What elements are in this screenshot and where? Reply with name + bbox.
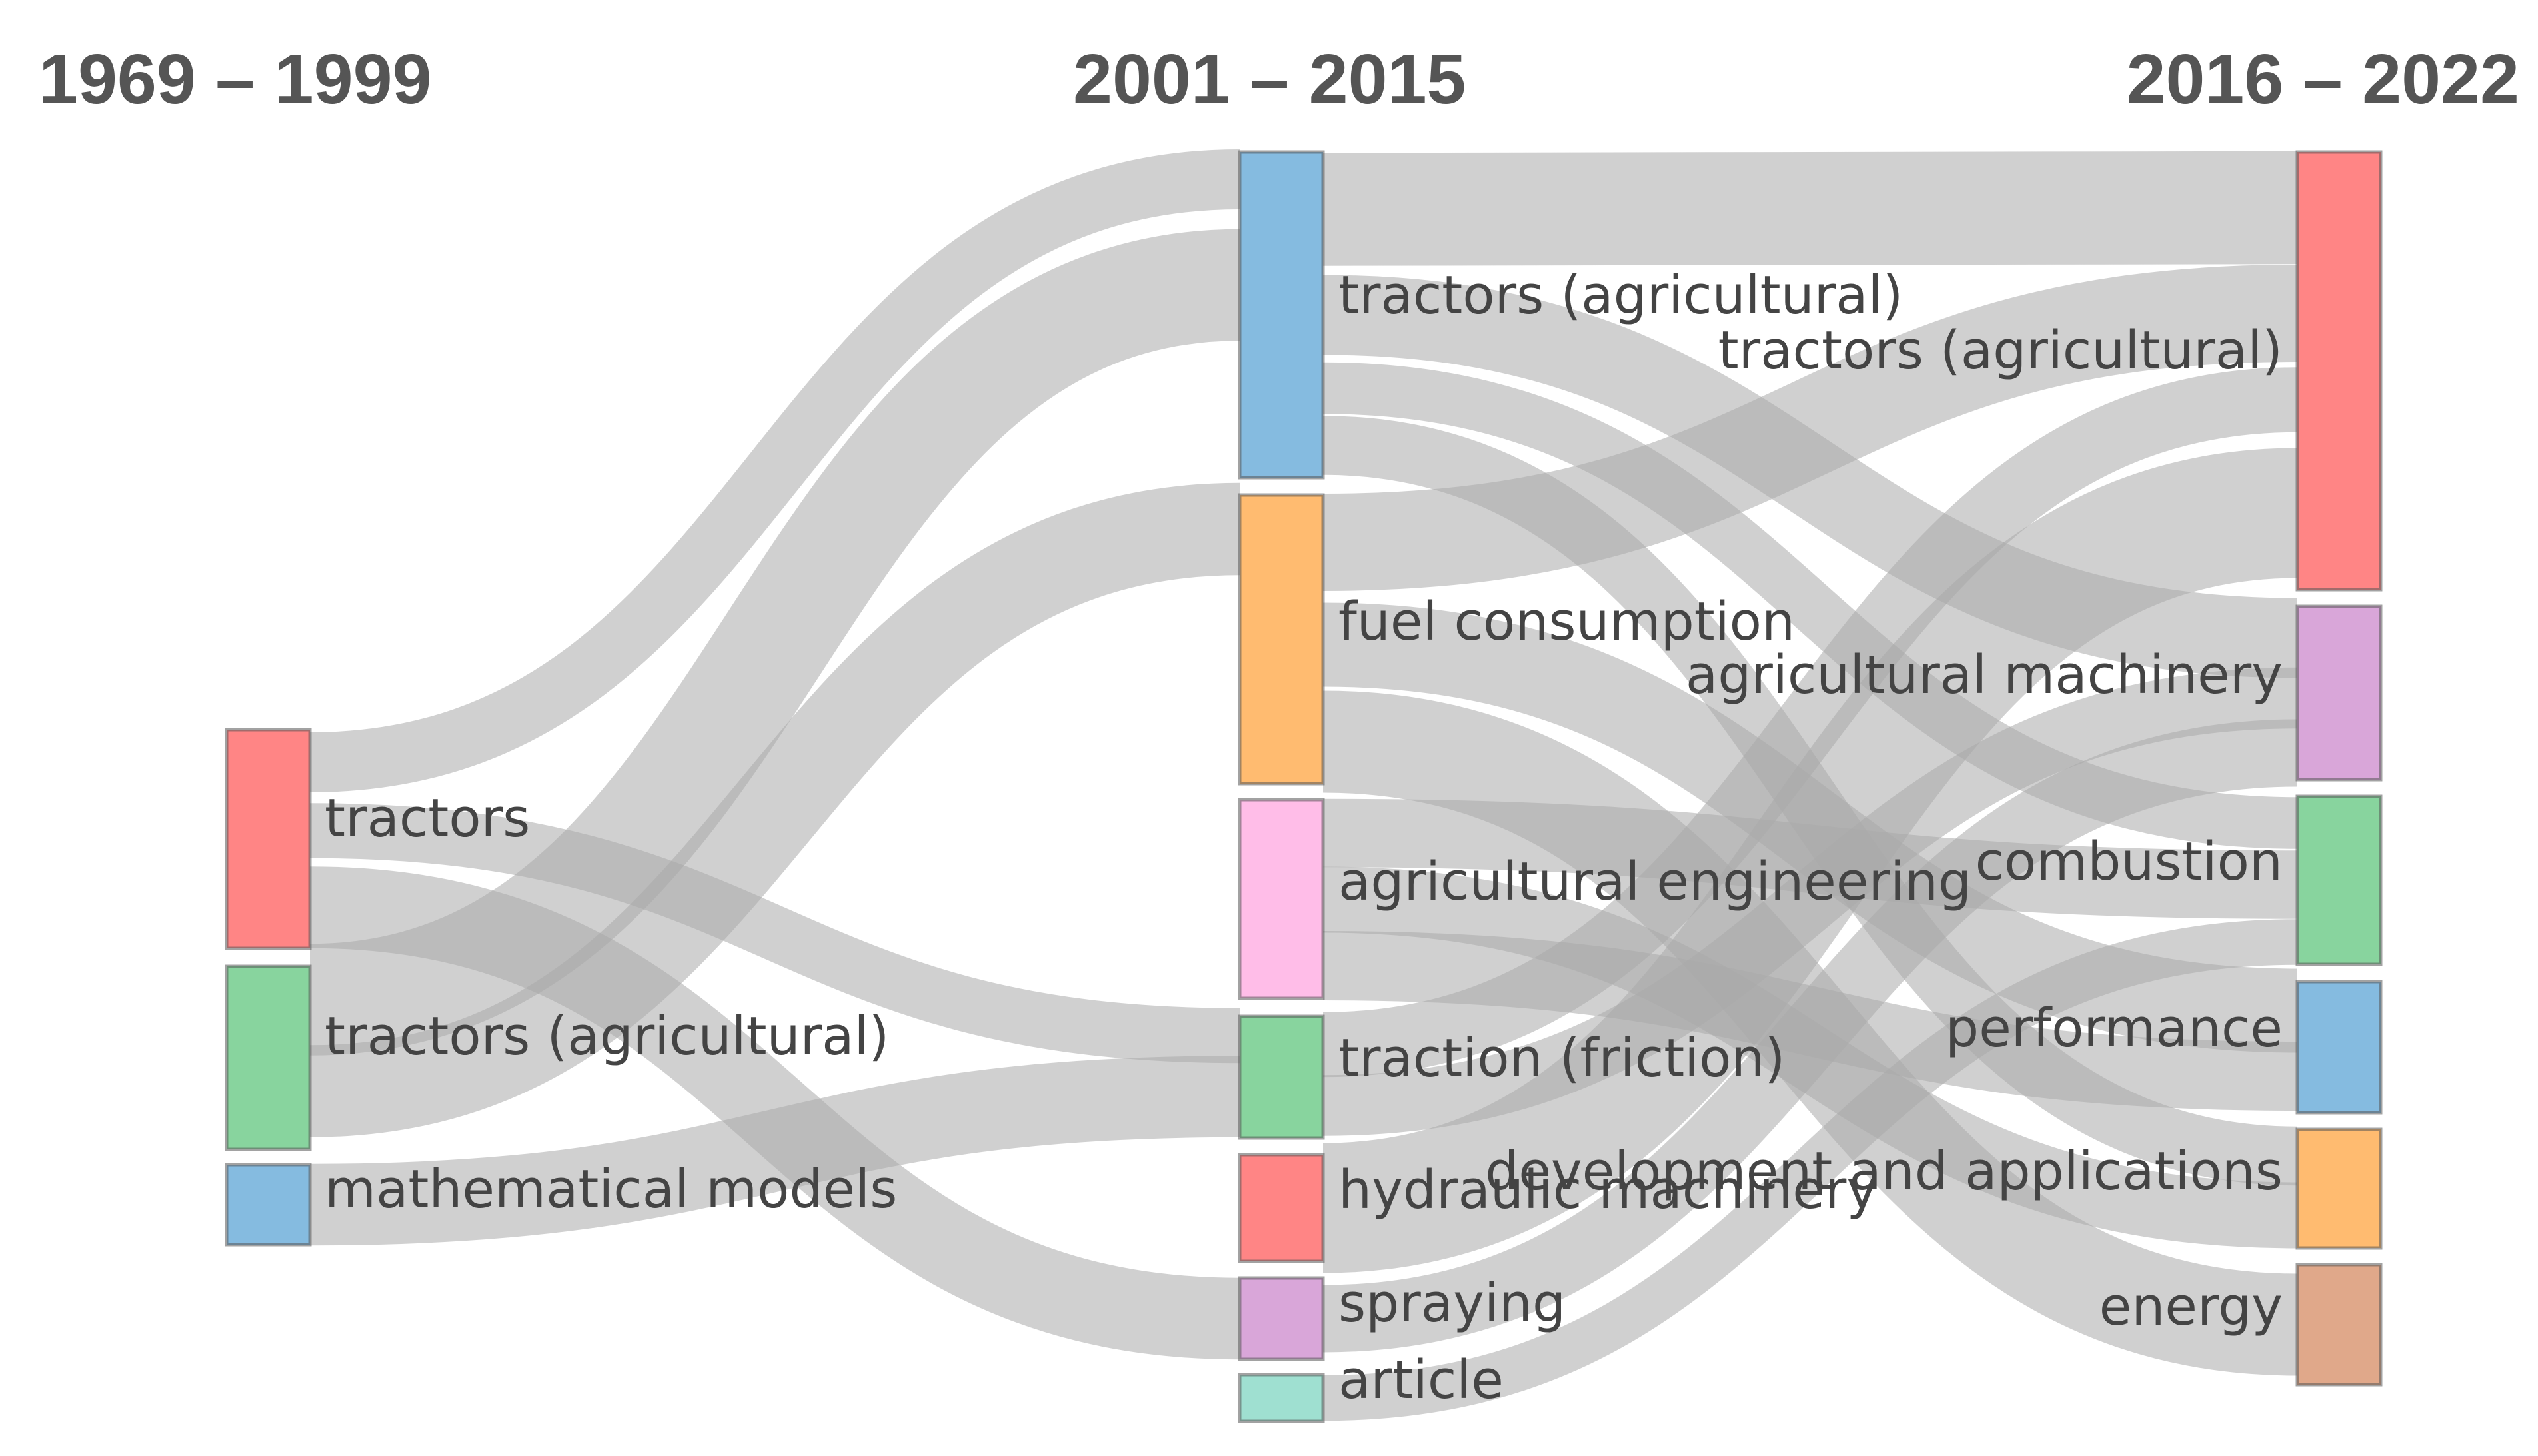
node-label-col3-4: performance — [1945, 998, 2283, 1059]
node-label-col2-4: traction (friction) — [1338, 1028, 1785, 1089]
node-col1-3[interactable] — [225, 1163, 312, 1247]
node-label-col3-3: combustion — [1975, 831, 2283, 892]
node-col2-5[interactable] — [1238, 1153, 1325, 1263]
node-col3-2[interactable] — [2295, 604, 2383, 782]
node-col2-1[interactable] — [1238, 150, 1325, 480]
flow-link-1-5-to-1 — [1322, 719, 2298, 1353]
flow-link-0-1-to-0 — [309, 229, 1240, 1056]
node-col2-7[interactable] — [1238, 1373, 1325, 1423]
flow-link-1-4-to-0 — [1322, 448, 2298, 1273]
period-title-1: 1969 – 1999 — [39, 40, 431, 119]
period-titles: 1969 – 1999 2001 – 2015 2016 – 2022 — [39, 40, 2519, 119]
node-label-col2-2: fuel consumption — [1338, 591, 1795, 652]
nodes-layer — [225, 150, 2383, 1423]
flow-link-0-1-to-1 — [309, 482, 1240, 1137]
period-title-3: 2016 – 2022 — [2127, 40, 2519, 119]
flow-links — [309, 149, 2298, 1421]
flow-link-1-1-to-0 — [1322, 265, 2298, 591]
node-col1-2[interactable] — [225, 964, 312, 1151]
node-label-col2-3: agricultural engineering — [1338, 851, 1971, 912]
node-label-col2-1: tractors (agricultural) — [1338, 265, 1903, 326]
node-label-col3-5: development and applications — [1485, 1141, 2283, 1202]
labels-layer: tractors tractors (agricultural) mathemati… — [325, 265, 2283, 1411]
node-label-col2-7: article — [1338, 1349, 1504, 1411]
node-col1-1[interactable] — [225, 728, 312, 950]
node-label-col1-2: tractors (agricultural) — [325, 1006, 889, 1067]
node-col3-4[interactable] — [2295, 980, 2383, 1115]
flow-link-1-0-to-0 — [1322, 151, 2298, 266]
flow-link-0-2-to-3 — [309, 1056, 1240, 1246]
node-col2-2[interactable] — [1238, 493, 1325, 786]
period-title-2: 2001 – 2015 — [1073, 40, 1466, 119]
flow-link-0-0-to-3 — [309, 803, 1240, 1064]
node-col2-4[interactable] — [1238, 1014, 1325, 1140]
node-col3-5[interactable] — [2295, 1127, 2383, 1250]
flow-link-1-6-to-2 — [1322, 919, 2298, 1421]
node-label-col3-2: agricultural machinery — [1686, 644, 2283, 706]
node-label-col3-1: tractors (agricultural) — [1718, 320, 2283, 381]
node-label-col2-6: spraying — [1338, 1273, 1566, 1334]
node-label-col3-6: energy — [2099, 1276, 2283, 1337]
node-label-col1-3: mathematical models — [325, 1159, 897, 1220]
flow-link-1-3-to-0 — [1322, 367, 2298, 1078]
node-col3-1[interactable] — [2295, 150, 2383, 592]
node-col2-6[interactable] — [1238, 1276, 1325, 1361]
node-col2-3[interactable] — [1238, 798, 1325, 1000]
node-col3-3[interactable] — [2295, 794, 2383, 966]
node-label-col1-1: tractors — [325, 788, 530, 849]
flow-link-0-0-to-0 — [309, 149, 1240, 792]
node-col3-6[interactable] — [2295, 1263, 2383, 1387]
node-label-col2-5: hydraulic machinery — [1338, 1159, 1878, 1221]
